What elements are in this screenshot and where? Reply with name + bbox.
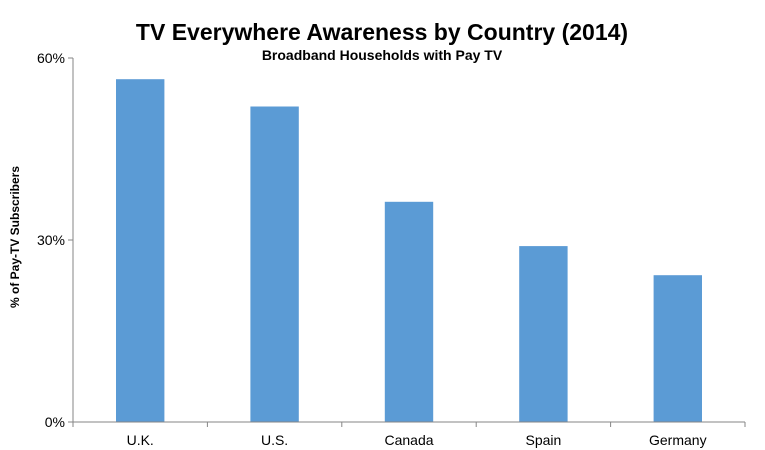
y-tick-label: 0% <box>45 414 65 430</box>
x-ticks-group: U.K. U.S. Canada Spain Germany <box>72 422 746 448</box>
y-axis-label: % of Pay-TV Subscribers <box>8 166 22 308</box>
bar-u-k <box>116 79 165 422</box>
x-tick-label: Canada <box>384 432 433 448</box>
chart-subtitle: Broadband Households with Pay TV <box>262 47 503 63</box>
x-tick-label: U.K. <box>127 432 154 448</box>
bar-spain <box>519 246 568 422</box>
bar-canada <box>384 201 434 422</box>
x-tick-label: U.S. <box>261 432 288 448</box>
bar-u-s <box>250 106 299 422</box>
y-ticks-group: 0% 30% 60% <box>37 50 73 430</box>
y-tick-label: 30% <box>37 232 65 248</box>
x-tick-label: Germany <box>649 432 707 448</box>
bar-germany <box>653 275 702 422</box>
x-tick-label: Spain <box>525 432 561 448</box>
chart-title: TV Everywhere Awareness by Country (2014… <box>136 19 628 45</box>
y-tick-label: 60% <box>37 50 65 66</box>
bars-group <box>116 79 702 422</box>
